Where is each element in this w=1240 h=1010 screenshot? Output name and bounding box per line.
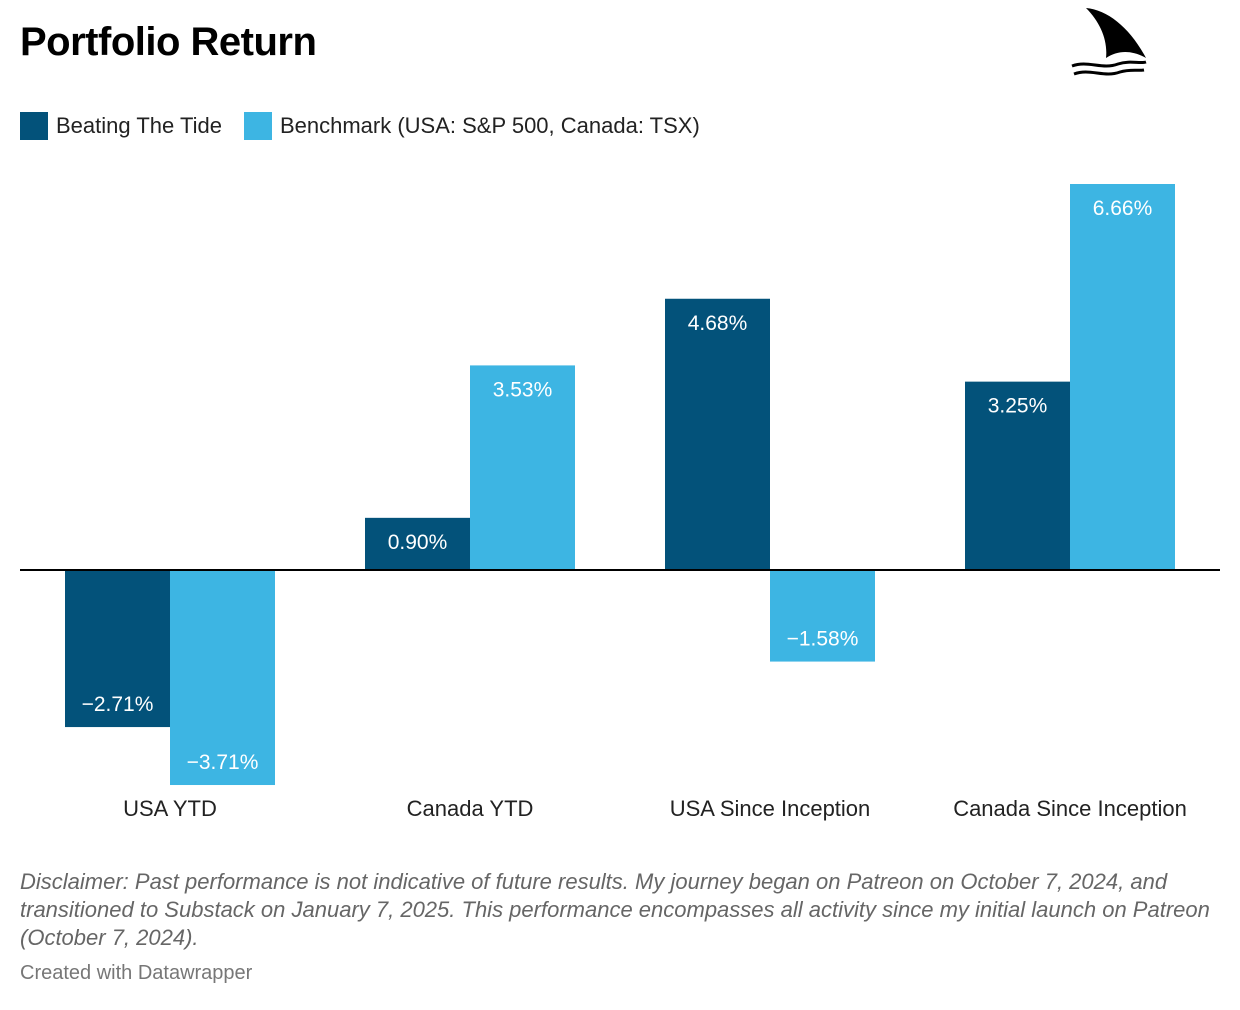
disclaimer: Disclaimer: Past performance is not indi… (20, 869, 1210, 950)
bar (965, 381, 1070, 570)
bar (665, 298, 770, 570)
bar (65, 570, 170, 728)
bar (365, 517, 470, 570)
data-label: 6.66% (1093, 197, 1153, 220)
legend-label: Beating The Tide (56, 113, 222, 138)
data-label: 0.90% (388, 531, 448, 554)
legend: Beating The Tide Benchmark (USA: S&P 500… (20, 112, 722, 140)
credit-line: Created with Datawrapper (20, 962, 253, 984)
bar (470, 365, 575, 570)
shark-fin-icon (1071, 8, 1147, 76)
legend-swatch (20, 112, 48, 140)
bar (170, 570, 275, 786)
legend-item-benchmark: Benchmark (USA: S&P 500, Canada: TSX) (243, 112, 700, 140)
legend-swatch (243, 112, 272, 140)
bar-chart: −2.71% −3.71% USA YTD 0.90% 3.53% Canada YTD 4… (20, 184, 1220, 821)
legend-label: Benchmark (USA: S&P 500, Canada: TSX) (279, 113, 700, 138)
bar (770, 570, 875, 662)
data-label: 3.25% (988, 395, 1048, 418)
category-label: USA Since Inception (670, 796, 871, 821)
data-label: −1.58% (787, 628, 859, 651)
data-label: 4.68% (688, 312, 748, 335)
legend-item-beating-the-tide: Beating The Tide (20, 112, 222, 140)
category-label: Canada YTD (407, 796, 534, 821)
category-label: Canada Since Inception (953, 796, 1187, 821)
data-label: −3.71% (187, 751, 259, 774)
chart-title: Portfolio Return (20, 20, 317, 64)
category-label: USA YTD (123, 796, 217, 821)
bar (1070, 184, 1175, 570)
data-label: −2.71% (82, 693, 154, 716)
data-label: 3.53% (493, 378, 553, 401)
